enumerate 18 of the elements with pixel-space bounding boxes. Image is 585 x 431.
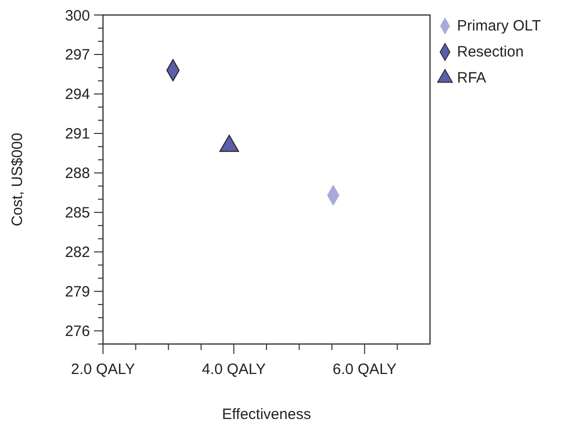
legend-label: RFA (457, 69, 486, 86)
y-tick-label: 279 (64, 284, 90, 301)
x-tick-label: 2.0 QALY (71, 361, 135, 378)
legend-label: Resection (457, 43, 524, 60)
y-tick-label: 276 (64, 323, 90, 340)
x-axis-title: Effectiveness (222, 406, 311, 423)
y-tick-label: 294 (64, 86, 90, 104)
y-tick-label: 291 (64, 126, 90, 143)
y-tick-label: 285 (64, 204, 90, 222)
x-tick-label: 4.0 QALY (202, 361, 266, 378)
y-tick-label: 282 (64, 244, 90, 262)
x-tick-label: 6.0 QALY (332, 361, 397, 378)
y-tick-label: 297 (64, 46, 90, 64)
point (219, 134, 240, 152)
legend-label: Primary OLT (457, 17, 541, 34)
y-axis-title: Cost, US$000 (9, 132, 26, 226)
y-tick-label: 300 (64, 7, 90, 24)
y-tick-label: 288 (64, 165, 90, 182)
